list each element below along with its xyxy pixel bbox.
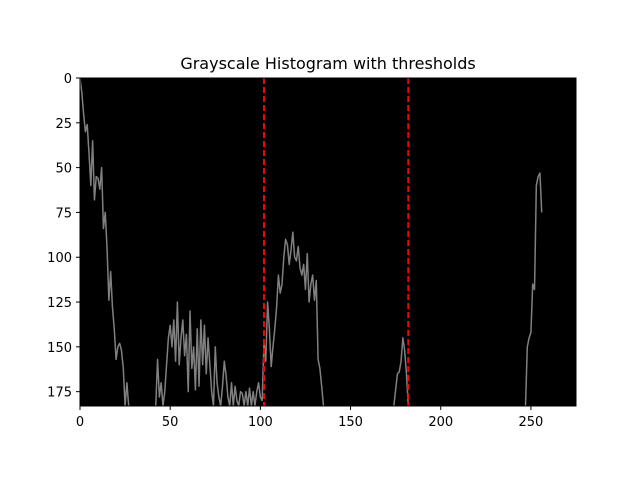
x-tick-label-200: 200 (428, 415, 453, 430)
y-tick-label-25: 25 (55, 117, 72, 132)
x-axis: 0 50 100 150 200 250 (76, 406, 543, 430)
plot-frame (79, 77, 577, 407)
x-tick-label-250: 250 (518, 415, 543, 430)
plot-area (80, 78, 576, 406)
x-tick-label-0: 0 (76, 415, 84, 430)
y-tick-label-50: 50 (55, 162, 72, 177)
chart-title: Grayscale Histogram with thresholds (180, 54, 475, 73)
threshold-layer (262, 78, 410, 406)
y-tick-label-125: 125 (47, 296, 72, 311)
x-tick-label-50: 50 (162, 415, 179, 430)
y-tick-label-100: 100 (47, 251, 72, 266)
x-tick-label-150: 150 (338, 415, 363, 430)
y-tick-label-150: 150 (47, 341, 72, 356)
series-layer (80, 78, 543, 406)
x-tick-label-100: 100 (248, 415, 273, 430)
y-tick-label-175: 175 (47, 386, 72, 401)
y-tick-label-75: 75 (55, 206, 72, 221)
y-tick-label-0: 0 (64, 72, 72, 87)
y-axis: 0 25 50 75 100 125 150 175 (47, 72, 80, 401)
histogram-series-line-0 (80, 78, 543, 406)
